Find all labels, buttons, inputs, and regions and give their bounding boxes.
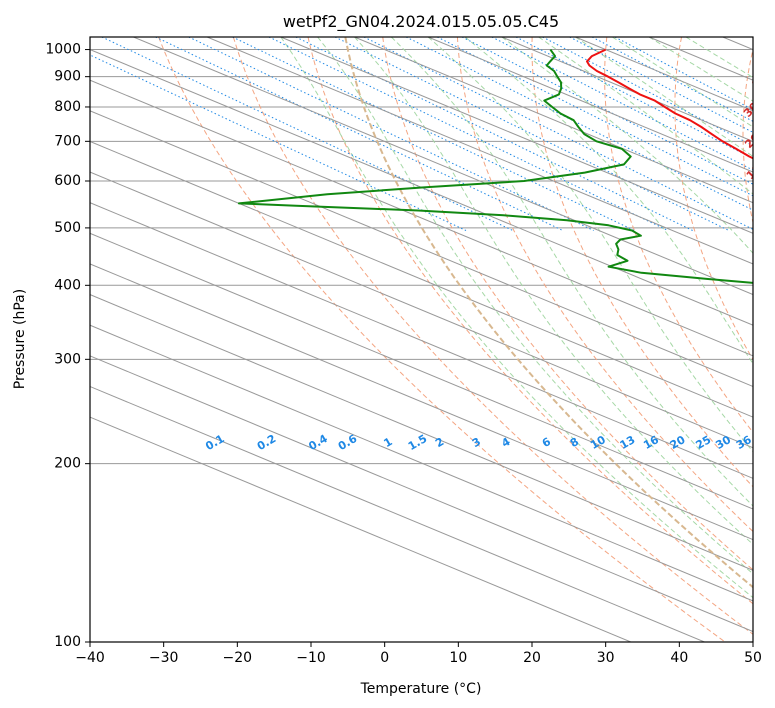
moist-adiabat-line: [427, 37, 753, 453]
isotherm-line: [90, 110, 753, 388]
dewpoint-profile-line: [237, 49, 753, 284]
moist-adiabat-label: 30: [741, 100, 761, 120]
mixing-ratio-line: [90, 54, 467, 231]
y-tick-label: 200: [54, 456, 81, 472]
x-tick-label: −20: [223, 650, 253, 666]
x-tick-label: 10: [449, 650, 467, 666]
temperature-profile-line: [586, 48, 753, 160]
isotherm-line: [427, 37, 753, 173]
mixing-ratio-line: [515, 37, 753, 160]
y-tick-label: 300: [54, 351, 81, 367]
moist-adiabat-line: [354, 37, 753, 546]
y-tick-label: 400: [54, 277, 81, 293]
isotherm-line: [90, 232, 753, 510]
moist-adiabat-label: 10: [744, 162, 764, 182]
isotherm-line: [90, 140, 753, 418]
mixing-ratio-line: [491, 37, 753, 171]
y-tick-label: 100: [54, 634, 81, 650]
x-tick-label: −30: [149, 650, 179, 666]
mixing-ratio-line: [101, 37, 514, 231]
x-tick-label: −40: [75, 650, 105, 666]
mixing-ratio-line: [295, 37, 693, 231]
isotherm-line: [280, 37, 753, 234]
isotherm-line: [354, 37, 753, 204]
dry-adiabat-line: [742, 47, 753, 225]
dry-adiabat-line: [158, 37, 726, 642]
x-tick-label: 40: [670, 650, 688, 666]
axes: −40 −30 −20 −10 0 10 20 30 40 50 1000 900 800 700 600 5…: [45, 42, 762, 666]
mixing-ratio-line: [461, 37, 753, 185]
moist-adiabat-label: 40: [748, 72, 768, 92]
y-tick-label: 800: [54, 99, 81, 115]
plot-area: -100-90-80-70-60-50-40-30-20-1000.10.20.…: [90, 37, 768, 642]
dry-adiabat-line: [531, 37, 753, 488]
isotherm-line: [90, 171, 753, 449]
moist-adiabat-line: [575, 37, 753, 158]
moist-adiabat-line: [464, 37, 753, 365]
plot-frame: [89, 36, 754, 643]
moist-adiabat-line: [648, 37, 753, 102]
reference-adiabat-line: [344, 37, 753, 589]
isotherm-line: [90, 294, 753, 571]
y-tick-label: 700: [54, 133, 81, 149]
moist-adiabat-line: [390, 37, 753, 507]
x-tick-label: −10: [296, 650, 326, 666]
x-tick-label: 0: [380, 650, 389, 666]
y-tick-label: 600: [54, 173, 81, 189]
x-tick-label: 30: [597, 650, 615, 666]
x-tick-label: 20: [523, 650, 541, 666]
moist-adiabat-label: 20: [742, 131, 762, 151]
chart-title: wetPf2_GN04.2024.015.05.05.C45: [283, 12, 559, 32]
isotherm-line: [90, 355, 753, 633]
isotherm-line: [206, 37, 753, 265]
y-tick-label: 1000: [45, 42, 81, 58]
isotherm-line: [90, 79, 753, 357]
y-axis-label: Pressure (hPa): [12, 289, 28, 389]
moist-adiabat-line: [317, 37, 753, 575]
mixing-ratio-label: 36: [734, 433, 754, 452]
isotherm-line: [90, 202, 753, 479]
y-tick-label: 900: [54, 69, 81, 85]
dry-adiabat-line: [604, 37, 753, 434]
isotherm-line: [90, 324, 753, 602]
isotherm-line: [501, 37, 753, 142]
dry-adiabat-line: [456, 37, 753, 533]
x-tick-label: 50: [744, 650, 762, 666]
mixing-ratio-line: [268, 37, 669, 231]
isotherm-line: [90, 385, 705, 642]
x-axis-label: Temperature (°C): [360, 681, 482, 697]
isotherm-line: [90, 416, 632, 642]
isotherm-line: [133, 37, 753, 296]
y-tick-label: 500: [54, 220, 81, 236]
isotherm-line: [90, 49, 753, 326]
isotherm-line: [90, 263, 753, 541]
dry-adiabat-line: [232, 37, 753, 635]
